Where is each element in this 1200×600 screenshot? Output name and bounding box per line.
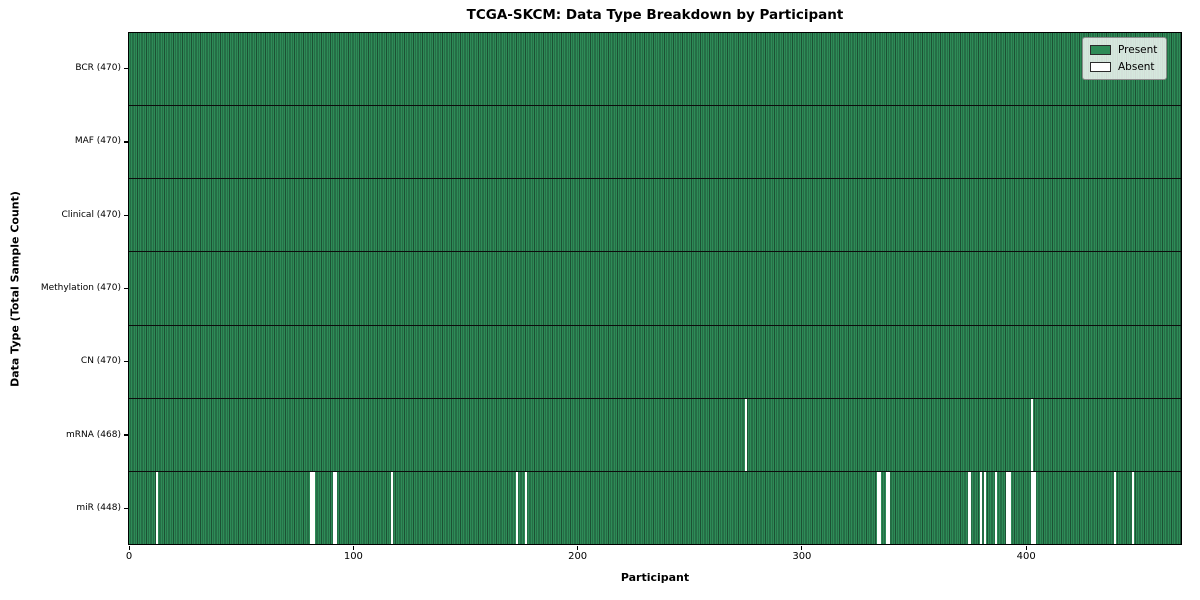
absent-cell bbox=[1006, 471, 1009, 544]
absent-cell bbox=[979, 471, 982, 544]
row-Methylation bbox=[129, 251, 1181, 325]
absent-cell bbox=[885, 471, 888, 544]
absent-cell bbox=[332, 471, 335, 544]
absent-cell bbox=[155, 471, 159, 544]
ytick-mark bbox=[123, 361, 128, 363]
ytick-label-Methylation: Methylation (470) bbox=[40, 283, 121, 293]
absent-cell bbox=[995, 471, 998, 544]
heatmap-plot bbox=[128, 32, 1182, 545]
absent-cell bbox=[876, 471, 879, 544]
ytick-mark bbox=[123, 287, 128, 290]
legend-swatch-present bbox=[1090, 45, 1111, 55]
xtick-mark bbox=[801, 545, 803, 550]
absent-cell bbox=[516, 471, 519, 544]
ytick-label-MAF: MAF (470) bbox=[74, 136, 121, 147]
absent-cell bbox=[310, 471, 313, 544]
xtick-label: 400 bbox=[1016, 551, 1036, 562]
ytick-label-mRNA: mRNA (468) bbox=[66, 429, 121, 440]
absent-cell bbox=[968, 471, 971, 544]
xtick-mark bbox=[352, 545, 354, 550]
xtick-mark bbox=[1025, 545, 1027, 550]
xtick-label: 300 bbox=[792, 551, 812, 562]
ytick-label-BCR: BCR (470) bbox=[75, 63, 121, 74]
absent-cell bbox=[1033, 471, 1036, 544]
row-Clinical bbox=[129, 178, 1181, 252]
ytick-label-Clinical: Clinical (470) bbox=[61, 209, 121, 220]
legend-entry-present: Present bbox=[1090, 44, 1157, 56]
ytick-mark bbox=[123, 68, 128, 70]
absent-cell bbox=[984, 471, 987, 544]
legend-swatch-absent bbox=[1090, 62, 1111, 72]
absent-cell bbox=[744, 398, 747, 471]
absent-cell bbox=[525, 471, 528, 544]
xtick-label: 0 bbox=[125, 551, 133, 562]
ytick-mark bbox=[123, 434, 128, 436]
x-axis-label: Participant bbox=[620, 571, 690, 584]
absent-cell bbox=[312, 471, 315, 544]
absent-cell bbox=[1131, 471, 1134, 544]
chart-title: TCGA-SKCM: Data Type Breakdown by Partic… bbox=[466, 7, 844, 23]
row-CN bbox=[129, 324, 1181, 398]
row-miR bbox=[129, 470, 1181, 544]
xtick-mark bbox=[128, 545, 130, 550]
absent-cell bbox=[1031, 471, 1034, 544]
absent-cell bbox=[390, 471, 394, 544]
xtick-label: 200 bbox=[568, 551, 588, 562]
xtick-mark bbox=[577, 545, 579, 550]
legend-label: Absent bbox=[1118, 61, 1155, 73]
absent-cell bbox=[1113, 471, 1117, 544]
xtick-label: 100 bbox=[343, 551, 363, 562]
ytick-label-CN: CN (470) bbox=[80, 356, 121, 367]
ytick-label-miR: miR (448) bbox=[76, 502, 121, 513]
row-MAF bbox=[129, 105, 1181, 179]
ytick-mark bbox=[123, 507, 128, 509]
ytick-mark bbox=[123, 141, 128, 143]
legend-entry-absent: Absent bbox=[1090, 61, 1157, 73]
absent-cell bbox=[334, 471, 338, 544]
ytick-mark bbox=[123, 214, 128, 216]
absent-cell bbox=[878, 471, 882, 544]
absent-cell bbox=[1031, 398, 1034, 471]
legend: Present Absent bbox=[1082, 37, 1168, 80]
absent-cell bbox=[887, 471, 891, 544]
row-BCR bbox=[129, 33, 1181, 106]
legend-label: Present bbox=[1118, 44, 1158, 56]
row-mRNA bbox=[129, 397, 1181, 471]
absent-cell bbox=[1008, 471, 1011, 544]
